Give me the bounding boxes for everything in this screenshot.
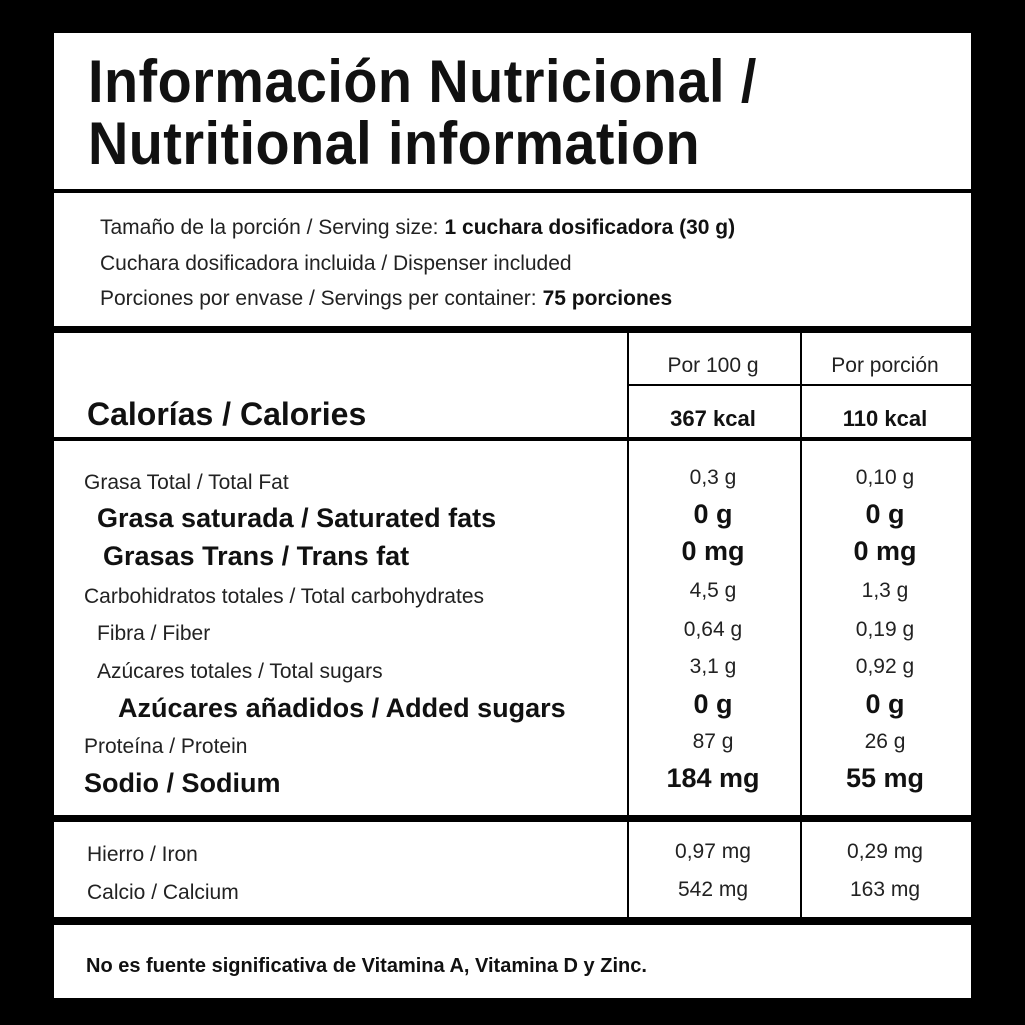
nutrient-value: 4,5 g — [689, 579, 737, 602]
nutrient-value: 0,3 g — [689, 466, 737, 489]
nutrient-label: Azúcares añadidos / Added sugars — [118, 693, 566, 723]
column-rule — [800, 333, 802, 917]
mineral-value: 163 mg — [849, 878, 921, 901]
nutrient-label: Carbohidratos totales / Total carbohydra… — [84, 585, 485, 608]
serving-line: Tamaño de la porción / Serving size: 1 cu… — [100, 208, 735, 248]
calories-value: 110 kcal — [842, 406, 928, 431]
rule — [54, 437, 971, 441]
nutrient-value: 87 g — [692, 730, 734, 753]
nutrient-value: 0,64 g — [683, 618, 743, 641]
nutrient-value: 0,92 g — [855, 655, 915, 678]
column-rule — [627, 333, 629, 917]
nutrient-label: Fibra / Fiber — [97, 622, 211, 645]
nutrient-label: Grasas Trans / Trans fat — [103, 541, 410, 571]
mineral-value: 0,97 mg — [675, 840, 751, 863]
nutrient-label: Proteína / Protein — [84, 735, 248, 758]
mineral-value: 0,29 mg — [847, 840, 923, 863]
nutrient-value: 184 mg — [666, 763, 760, 793]
nutrient-label: Grasa saturada / Saturated fats — [97, 503, 497, 533]
nutrient-label: Sodio / Sodium — [84, 768, 281, 798]
column-header: Por porción — [831, 354, 939, 377]
nutrient-value: 0 g — [865, 499, 905, 529]
nutrient-label: Grasa Total / Total Fat — [84, 471, 289, 494]
nutrient-value: 0 g — [693, 499, 733, 529]
serving-line: Porciones por envase / Servings per cont… — [100, 279, 672, 319]
nutrient-value: 0 g — [865, 689, 905, 719]
serving-value: 75 porciones — [542, 287, 673, 310]
title: Nutritional information — [88, 110, 701, 177]
rule — [54, 815, 971, 822]
nutrient-value: 55 mg — [845, 763, 925, 793]
title: Información Nutricional / — [88, 48, 757, 115]
nutrient-value: 0 g — [693, 689, 733, 719]
mineral-label: Hierro / Iron — [87, 843, 198, 866]
nutrient-value: 0 mg — [853, 536, 917, 566]
footer-note: No es fuente significativa de Vitamina A… — [86, 955, 647, 977]
column-header: Por 100 g — [667, 354, 759, 377]
nutrient-value: 26 g — [864, 730, 906, 753]
serving-line: Cuchara dosificadora incluida / Dispense… — [100, 244, 572, 284]
calories-value: 367 kcal — [670, 406, 756, 431]
nutrient-value: 3,1 g — [689, 655, 737, 678]
mineral-value: 542 mg — [677, 878, 749, 901]
calories-label: Calorías / Calories — [87, 396, 367, 432]
nutrient-value: 0,19 g — [855, 618, 915, 641]
nutrient-value: 0 mg — [681, 536, 745, 566]
nutrient-value: 1,3 g — [861, 579, 909, 602]
rule — [54, 326, 971, 333]
serving-label: Tamaño de la porción / Serving size: — [100, 216, 439, 239]
rule — [627, 384, 971, 386]
serving-label: Porciones por envase / Servings per cont… — [100, 287, 537, 310]
nutrient-value: 0,10 g — [855, 466, 915, 489]
rule — [54, 189, 971, 193]
mineral-label: Calcio / Calcium — [87, 881, 239, 904]
serving-value: 1 cuchara dosificadora (30 g) — [444, 216, 736, 239]
label-panel — [54, 33, 971, 998]
serving-label: Cuchara dosificadora incluida / Dispense… — [100, 252, 572, 275]
nutrient-label: Azúcares totales / Total sugars — [97, 660, 383, 683]
rule — [54, 917, 971, 925]
